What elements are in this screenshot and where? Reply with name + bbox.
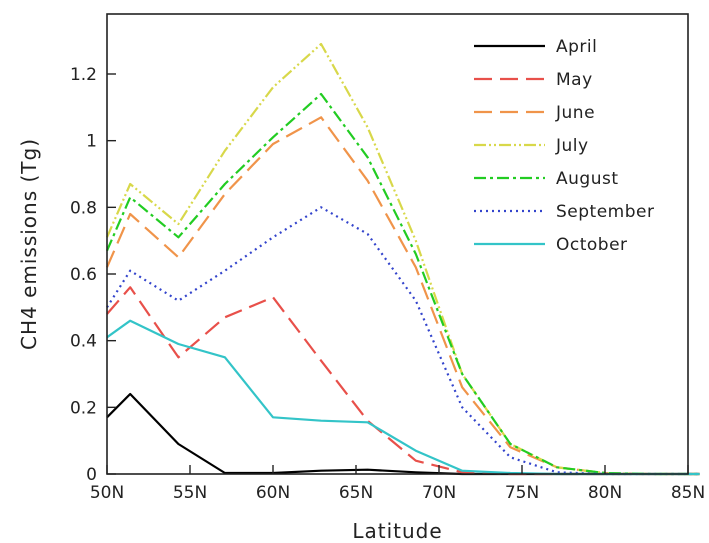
legend-label-may: May (556, 70, 593, 90)
series-line-june (105, 116, 700, 476)
y-tick-label: 0.6 (70, 265, 97, 285)
y-tick-label: 0.2 (70, 398, 97, 418)
plot-area (105, 42, 700, 476)
x-tick-label: 55N (173, 483, 207, 503)
x-tick-label: 75N (505, 483, 539, 503)
legend-label-september: September (556, 202, 654, 222)
legend: April May June July August September October (474, 37, 654, 255)
series-line-august (105, 92, 700, 476)
x-tick-label: 65N (339, 483, 373, 503)
y-axis-label: CH4 emissions (Tg) (17, 138, 41, 350)
plot-frame (106, 13, 689, 475)
legend-label-july: July (555, 136, 589, 156)
x-axis-label: Latitude (352, 519, 442, 543)
series-line-april (106, 392, 700, 476)
legend-label-october: October (556, 235, 628, 255)
y-tick-label: 1 (86, 132, 97, 152)
x-tick-label: 50N (90, 483, 124, 503)
x-tick-label: 80N (588, 483, 622, 503)
series-line-september (106, 206, 700, 476)
legend-label-june: June (555, 103, 595, 123)
axes: 50N 55N 60N 65N 70N 75N 80N 85N 0 0.2 0.4 0.6 0.8 1 1.… (70, 13, 705, 503)
legend-label-april: April (556, 37, 597, 57)
series-line-may (106, 286, 700, 476)
y-tick-label: 0.8 (70, 198, 97, 218)
y-tick-label: 0 (86, 465, 97, 485)
y-tick-label: 1.2 (70, 65, 97, 85)
y-tick-label: 0.4 (70, 332, 97, 352)
legend-label-august: August (556, 169, 619, 189)
x-tick-label: 60N (256, 483, 290, 503)
series-line-july (105, 42, 700, 476)
x-tick-label: 70N (422, 483, 456, 503)
x-tick-label: 85N (671, 483, 705, 503)
